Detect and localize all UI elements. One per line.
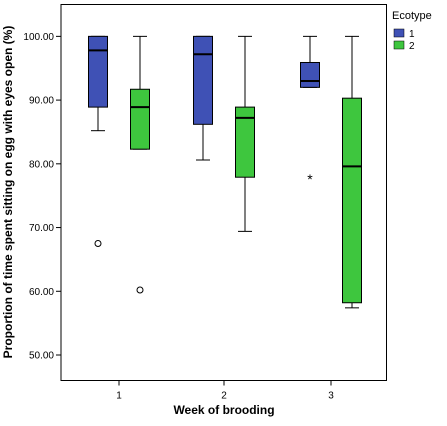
legend-label-2: 2 <box>409 41 415 52</box>
x-axis-ticks: 1 2 3 <box>116 380 334 402</box>
box-iqr <box>300 61 320 88</box>
x-tick-label: 3 <box>328 391 334 402</box>
x-tick-label: 2 <box>221 391 227 402</box>
y-tick-label: 50.00 <box>29 351 54 362</box>
x-axis-title: Week of brooding <box>173 403 274 417</box>
outlier-point <box>94 239 102 247</box>
box-iqr <box>342 97 362 304</box>
legend-title: Ecotype <box>392 10 432 22</box>
y-tick-label: 60.00 <box>29 287 54 298</box>
y-axis-title: Proportion of time spent sitting on egg … <box>1 26 15 359</box>
y-tick-label: 90.00 <box>29 96 54 107</box>
box-series-2-week-3 <box>342 35 362 309</box>
x-tick-label: 1 <box>116 391 122 402</box>
box-series: * <box>88 35 362 309</box>
y-axis-ticks: 50.00 60.00 70.00 80.00 90.00 100.00 <box>23 32 61 362</box>
box-series-1-week-2 <box>193 35 213 161</box>
box-iqr <box>130 88 150 150</box>
outlier-point <box>136 286 144 294</box>
box-series-1-week-3: * <box>300 35 320 187</box>
y-tick-label: 80.00 <box>29 159 54 170</box>
box-series-2-week-2 <box>235 35 255 232</box>
box-series-2-week-1 <box>130 35 150 294</box>
box-series-1-week-1 <box>88 35 108 247</box>
legend-swatch-2 <box>393 40 405 50</box>
box-iqr <box>235 106 255 178</box>
legend-swatch-1 <box>393 28 405 38</box>
y-tick-label: 70.00 <box>29 223 54 234</box>
legend-label-1: 1 <box>409 29 415 40</box>
y-tick-label: 100.00 <box>23 32 54 43</box>
box-iqr <box>193 35 213 125</box>
box-iqr <box>88 35 108 108</box>
extreme-point: * <box>307 171 313 187</box>
legend: Ecotype 12 <box>392 10 432 52</box>
